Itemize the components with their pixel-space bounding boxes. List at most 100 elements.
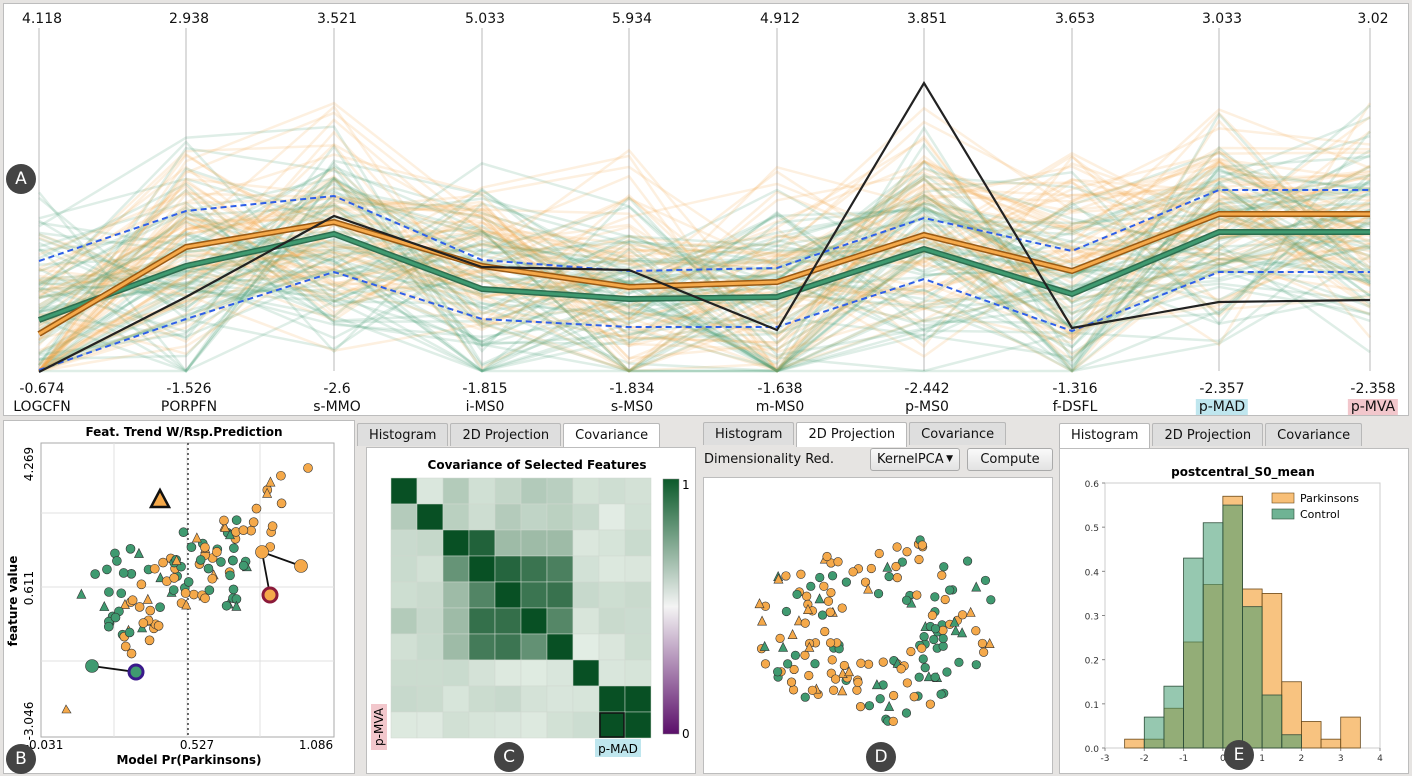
parkinsons-point — [891, 561, 901, 572]
covariance-cell — [572, 659, 600, 687]
control-triangle — [971, 581, 982, 592]
pc-axis-name[interactable]: PORPFN — [160, 399, 218, 415]
compute-button[interactable]: Compute — [967, 448, 1053, 471]
covariance-cell — [468, 659, 496, 687]
pc-axis-min: -1.815 — [462, 381, 508, 397]
control-line — [38, 165, 1371, 319]
control-point — [939, 562, 949, 572]
covariance-cell — [416, 581, 444, 609]
control-triangle — [950, 625, 961, 636]
panel-d-tabs: Histogram 2D Projection Covariance — [703, 422, 1008, 447]
tab-2d-projection[interactable]: 2D Projection — [796, 422, 908, 447]
pc-axis-name[interactable]: s-MMO — [313, 399, 361, 415]
covariance-cell — [598, 711, 626, 739]
pc-axis-name[interactable]: p-MS0 — [905, 399, 949, 415]
pc-axis-name[interactable]: i-MS0 — [465, 399, 505, 415]
parkinsons-triangle — [837, 685, 848, 696]
control-point — [827, 571, 838, 581]
tab-histogram[interactable]: Histogram — [357, 423, 449, 446]
pc-axis-name[interactable]: LOGCFN — [13, 399, 71, 415]
control-line — [38, 173, 1371, 323]
parkinsons-point — [892, 573, 902, 583]
projection-scatter[interactable] — [704, 478, 1053, 774]
pc-axis-name[interactable]: s-MS0 — [610, 399, 654, 415]
control-line — [39, 187, 1371, 373]
x-axis-label: Model Pr(Parkinsons) — [116, 753, 261, 767]
parkinsons-point — [149, 563, 160, 574]
parkinsons-line — [38, 104, 1371, 317]
control-point — [155, 602, 165, 612]
control-line — [38, 150, 1371, 373]
tab-2d-projection[interactable]: 2D Projection — [450, 423, 562, 446]
badge-a: A — [6, 164, 36, 194]
pc-axis-name[interactable]: f-DSFL — [1052, 399, 1098, 415]
parkinsons-point — [925, 699, 935, 709]
covariance-cell — [546, 555, 574, 583]
control-point — [178, 527, 189, 538]
covariance-cell — [390, 581, 418, 609]
control-point — [110, 612, 121, 623]
parkinsons-point — [775, 633, 785, 643]
covariance-panel: Covariance of Selected Features 1 0 p-MVA p-… — [366, 447, 696, 774]
histogram-chart[interactable]: postcentral_S0_mean 0.0 0.1 0.2 0.3 0.4 0.5 0.6… — [1060, 449, 1409, 774]
covariance-cell — [442, 555, 470, 583]
control-point — [897, 557, 907, 567]
parkinsons-point — [267, 521, 278, 532]
control-point — [118, 568, 129, 578]
parallel-coordinates-plot[interactable] — [4, 4, 1409, 416]
pc-axis-min: -1.638 — [757, 381, 803, 397]
pc-axis-name[interactable]: p-MVA — [1347, 399, 1399, 415]
tab-covariance[interactable]: Covariance — [909, 422, 1007, 445]
parkinsons-line — [38, 177, 1371, 336]
trend-plot-panel: Feat. Trend W/Rsp.Prediction -0.031 0.527 1… — [3, 420, 355, 774]
covariance-heatmap[interactable]: Covariance of Selected Features 1 0 p-MVA p-… — [367, 448, 696, 774]
covariance-cell — [416, 503, 444, 531]
control-line — [38, 189, 1371, 373]
pc-axis-max: 2.938 — [168, 11, 210, 27]
control-point — [884, 571, 894, 582]
tab-covariance[interactable]: Covariance — [1265, 423, 1363, 446]
parkinsons-line — [37, 101, 1371, 373]
pc-axis-name[interactable]: m-MS0 — [755, 399, 805, 415]
parkinsons-point — [200, 542, 210, 553]
x-tick-label: 4 — [1377, 754, 1383, 764]
pc-axis-name[interactable]: p-MAD — [1195, 399, 1249, 415]
tab-histogram[interactable]: Histogram — [1059, 423, 1151, 448]
parkinsons-point — [917, 540, 927, 550]
parkinsons-bar — [1320, 738, 1342, 749]
tab-covariance[interactable]: Covariance — [563, 423, 661, 448]
covariance-cell — [468, 529, 496, 557]
covariance-cell — [390, 555, 418, 583]
covariance-cell — [598, 555, 626, 583]
control-point — [104, 587, 114, 597]
parkinsons-line — [38, 160, 1371, 371]
control-line — [38, 192, 1371, 373]
control-line — [38, 188, 1371, 373]
control-triangle — [778, 641, 789, 652]
control-bar — [1183, 557, 1204, 749]
control-point — [781, 606, 792, 617]
parkinsons-line — [38, 178, 1371, 373]
parkinsons-line — [38, 144, 1371, 326]
covariance-cell — [520, 529, 548, 557]
tab-histogram[interactable]: Histogram — [703, 422, 795, 445]
control-line — [38, 116, 1371, 373]
covariance-cell — [624, 659, 652, 687]
parkinsons-triangle — [965, 606, 976, 617]
tab-2d-projection[interactable]: 2D Projection — [1152, 423, 1264, 446]
covariance-cell — [468, 633, 496, 661]
method-dropdown[interactable]: KernelPCA ▼ — [870, 448, 960, 471]
parkinsons-point — [800, 618, 810, 628]
x-tick-label: 0.527 — [180, 738, 214, 752]
trend-scatter-plot[interactable]: Feat. Trend W/Rsp.Prediction -0.031 0.527 1… — [4, 421, 355, 774]
control-triangle — [884, 700, 895, 711]
x-tick-label: 2 — [1299, 754, 1305, 764]
pc-axis-min: -2.442 — [904, 381, 950, 397]
parkinsons-point — [957, 610, 968, 620]
parkinsons-point — [200, 593, 210, 604]
covariance-cell — [468, 477, 496, 505]
projection-panel — [703, 477, 1053, 774]
x-tick-label: 1 — [1259, 754, 1265, 764]
control-triangle — [759, 640, 770, 651]
control-line — [38, 220, 1371, 373]
